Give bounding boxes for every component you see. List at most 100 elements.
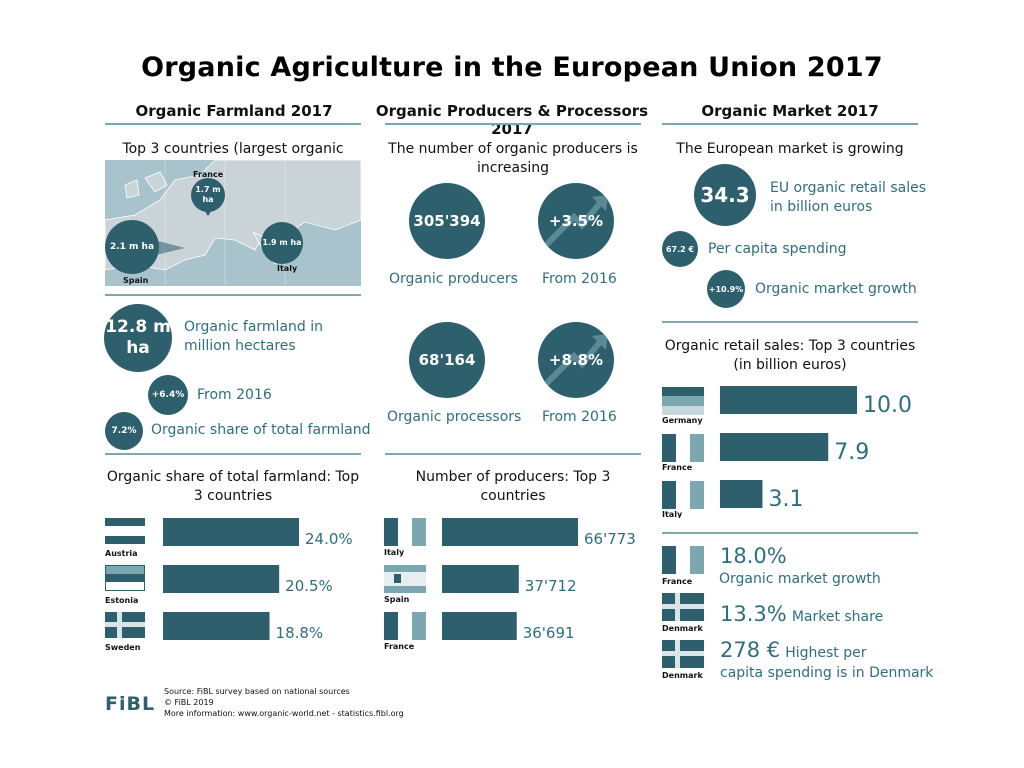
bar-austria <box>163 518 299 546</box>
divider <box>105 453 361 455</box>
map-marker-spain: 2.1 m ha <box>105 220 159 274</box>
austria-flag-icon <box>105 518 145 544</box>
estonia-flag-icon <box>105 565 145 591</box>
processors-growth-value: +8.8% <box>548 351 604 369</box>
market-heading: Organic Market 2017 <box>701 102 879 120</box>
chart3-title: Organic retail sales: Top 3 countries (i… <box>664 338 916 373</box>
bar-france <box>442 612 517 640</box>
europe-map: 1.7 m ha France 2.1 m ha Spain 1.9 m ha … <box>105 160 361 286</box>
divider <box>385 123 641 125</box>
market-growth-circle: +10.9% <box>707 270 745 308</box>
bar-category-label: France <box>384 642 415 650</box>
bar-italy <box>720 480 763 508</box>
bar-category-label: Germany <box>662 416 703 425</box>
denmark-flag-icon <box>662 640 704 668</box>
farmland-share-circle: 7.2% <box>105 412 143 450</box>
divider <box>385 453 641 455</box>
divider <box>662 123 918 125</box>
fact1-value: 18.0% <box>720 544 787 568</box>
fact1-country: France <box>662 577 693 586</box>
bar-sweden <box>163 612 270 640</box>
trend-arrow-icon <box>543 195 608 248</box>
chart2-svg: 66'773 Italy 37'712 Spain 36'691 France <box>384 518 636 650</box>
chart1-title: Organic share of total farmland: Top 3 c… <box>106 469 360 504</box>
bar-value-label: 66'773 <box>584 530 636 548</box>
bar-value-label: 10.0 <box>863 393 912 418</box>
bar-value-label: 24.0% <box>305 530 353 548</box>
fact3-row: 278 € Highest per <box>720 638 867 662</box>
fact2-row: 13.3% Market share <box>720 602 883 626</box>
fact1-label: Organic market growth <box>719 571 881 587</box>
chart3-svg: 10.0 Germany 7.9 France 3.1 Italy <box>662 386 912 518</box>
market-growth-label: Organic market growth <box>755 281 917 297</box>
fibl-logo: FiBL <box>105 693 156 715</box>
farmland-growth-label: From 2016 <box>197 387 272 403</box>
market-subtitle: The European market is growing <box>676 141 904 157</box>
divider <box>662 532 918 534</box>
denmark-flag-icon <box>662 593 704 621</box>
france-flag-icon <box>662 546 704 574</box>
processors-count-circle: 68'164 <box>409 322 485 398</box>
bar-value-label: 37'712 <box>525 577 577 595</box>
producers-heading: Organic Producers & Processors 2017 <box>375 102 649 138</box>
market-sales-label: EU organic retail sales in billion euros <box>770 180 927 215</box>
bar-category-label: Austria <box>105 549 138 558</box>
bar-italy <box>442 518 578 546</box>
bar-category-label: Spain <box>384 595 410 604</box>
bar-category-label: France <box>662 463 693 472</box>
bar-estonia <box>163 565 280 593</box>
producers-subtitle: The number of organic producers is incre… <box>388 141 638 176</box>
producers-growth-label: From 2016 <box>542 271 617 287</box>
processors-growth-label: From 2016 <box>542 409 617 425</box>
producers-growth-circle: +3.5% <box>538 183 614 259</box>
producers-count-label: Organic producers <box>389 271 518 287</box>
farmland-heading: Organic Farmland 2017 <box>135 102 333 120</box>
farmland-total-circle: 12.8 m ha <box>104 304 172 372</box>
divider <box>105 294 361 296</box>
source-line: Source: FiBL survey based on national so… <box>164 687 350 696</box>
bar-category-label: Estonia <box>105 596 138 605</box>
bar-value-label: 7.9 <box>834 440 869 465</box>
chart2-title: Number of producers: Top 3 countries <box>415 469 611 504</box>
spain-flag-icon <box>384 565 426 593</box>
farmland-share-label: Organic share of total farmland <box>151 422 371 438</box>
producers-growth-value: +3.5% <box>548 212 604 230</box>
market-sales-circle: 34.3 <box>694 164 756 226</box>
trend-arrow-icon <box>543 334 608 387</box>
per-capita-circle: 67.2 € <box>662 231 698 267</box>
processors-growth-circle: +8.8% <box>538 322 614 398</box>
chart1-svg: 24.0% Austria 20.5% Estonia 18.8% Sweden <box>105 518 353 650</box>
more-info-link[interactable]: More information: www.organic-world.net … <box>164 709 404 718</box>
bar-value-label: 20.5% <box>285 577 333 595</box>
copyright-line: © FiBL 2019 <box>164 698 214 707</box>
bar-france <box>720 433 829 461</box>
bar-value-label: 18.8% <box>276 624 324 642</box>
source-note: Source: FiBL survey based on national so… <box>164 686 404 719</box>
germany-flag-icon <box>662 387 704 415</box>
bar-category-label: Italy <box>384 548 405 557</box>
fact3-label2: capita spending is in Denmark <box>720 665 934 681</box>
bar-germany <box>720 386 857 414</box>
processors-count-label: Organic processors <box>387 409 522 425</box>
map-label-spain: Spain <box>123 276 149 285</box>
bar-spain <box>442 565 519 593</box>
bar-category-label: Sweden <box>105 643 141 650</box>
italy-flag-icon <box>662 481 704 509</box>
farmland-growth-circle: +6.4% <box>148 375 188 415</box>
france-flag-icon <box>384 612 426 640</box>
page-title: Organic Agriculture in the European Unio… <box>141 52 883 83</box>
map-label-italy: Italy <box>277 264 298 273</box>
producers-count-circle: 305'394 <box>409 183 485 259</box>
map-marker-france: 1.7 m ha <box>191 178 225 212</box>
per-capita-label: Per capita spending <box>708 241 847 257</box>
map-marker-italy: 1.9 m ha <box>261 222 303 264</box>
bar-value-label: 36'691 <box>523 624 575 642</box>
fact2-value: 13.3% <box>720 602 787 626</box>
fact3-country: Denmark <box>662 671 703 680</box>
divider <box>105 123 361 125</box>
bar-category-label: Italy <box>662 510 683 518</box>
fact2-country: Denmark <box>662 624 703 633</box>
fact3-value: 278 € <box>720 638 781 662</box>
map-label-france: France <box>193 170 224 179</box>
divider <box>662 321 918 323</box>
